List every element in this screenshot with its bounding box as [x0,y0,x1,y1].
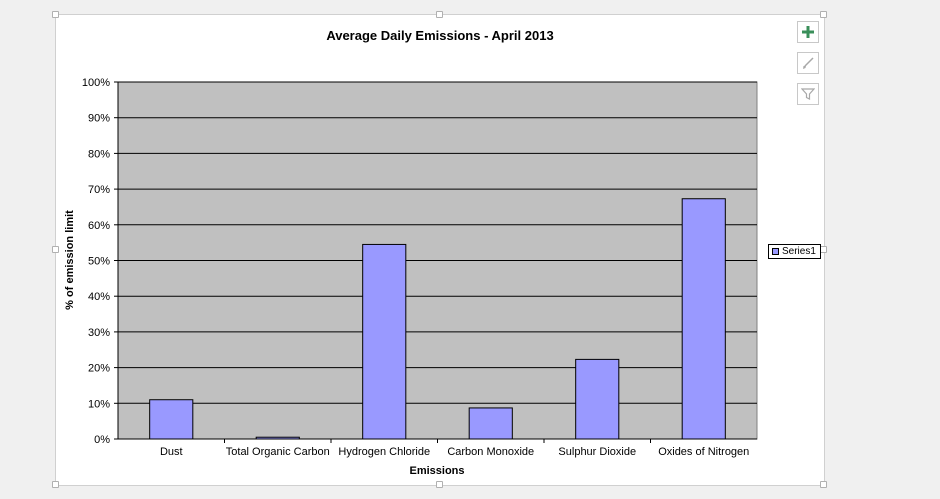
x-axis-label: Emissions [409,465,464,477]
y-tick-label: 90% [88,113,110,125]
brush-icon [803,57,814,69]
bar[interactable] [681,198,726,440]
x-tick-label: Dust [160,446,183,458]
x-tick-labels: Dust Total Organic Carbon Hydrogen Chlorid… [160,439,749,458]
x-tick-label: Oxides of Nitrogen [658,446,749,458]
legend-label: Series1 [782,246,816,257]
y-tick-label: 80% [88,148,110,160]
legend[interactable]: Series1 [768,244,821,259]
y-tick-label: 20% [88,363,110,375]
y-tick-label: 30% [88,327,110,339]
y-tick-label: 100% [82,77,110,89]
resize-handle-top[interactable] [436,11,443,18]
chart-title: Average Daily Emissions - April 2013 [326,28,553,43]
chart-styles-button[interactable] [797,52,819,74]
x-tick-label: Carbon Monoxide [447,446,534,458]
y-tick-label: 50% [88,256,110,268]
plus-icon [802,26,814,38]
resize-handle-bottom-right[interactable] [820,481,827,488]
y-tick-labels: 0% 10% 20% 30% 40% 50% 60% 70% 80% 90% 100% [82,77,118,446]
legend-swatch [772,248,779,255]
y-tick-label: 70% [88,184,110,196]
bar[interactable] [575,358,620,440]
x-tick-label: Sulphur Dioxide [558,446,636,458]
bars [149,198,726,440]
x-tick-label: Hydrogen Chloride [338,446,430,458]
gridlines [118,81,757,404]
chart-elements-button[interactable] [797,21,819,43]
bar[interactable] [149,399,194,440]
funnel-icon [801,88,815,100]
resize-handle-bottom-left[interactable] [52,481,59,488]
resize-handle-left[interactable] [52,246,59,253]
bar[interactable] [468,407,513,440]
resize-handle-top-left[interactable] [52,11,59,18]
chart-filters-button[interactable] [797,83,819,105]
resize-handle-top-right[interactable] [820,11,827,18]
resize-handle-bottom[interactable] [436,481,443,488]
x-tick-label: Total Organic Carbon [226,446,330,458]
y-tick-label: 60% [88,220,110,232]
y-tick-label: 10% [88,398,110,410]
bar[interactable] [362,243,407,440]
y-tick-label: 40% [88,291,110,303]
y-axis-label: % of emission limit [64,210,76,310]
y-tick-label: 0% [94,434,110,446]
